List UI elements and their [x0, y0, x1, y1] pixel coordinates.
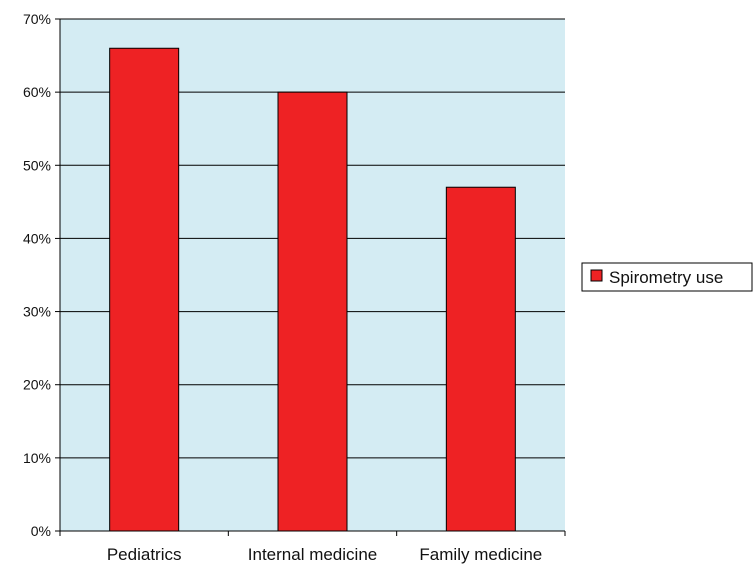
axes: [55, 18, 566, 536]
bar: [109, 47, 180, 532]
bar: [445, 186, 516, 532]
legend: Spirometry use: [581, 262, 753, 292]
x-tick-label: Internal medicine: [248, 545, 377, 564]
legend-border: [581, 262, 753, 292]
y-tick-label: 0%: [31, 523, 51, 539]
y-tick-label: 40%: [23, 230, 51, 246]
x-tick-labels: Pediatrics Internal medicine Family medici…: [107, 545, 542, 564]
y-tick-label: 10%: [23, 450, 51, 466]
y-tick-label: 60%: [23, 84, 51, 100]
y-tick-label: 50%: [23, 157, 51, 173]
x-tick-label: Pediatrics: [107, 545, 182, 564]
y-tick-label: 30%: [23, 304, 51, 320]
y-tick-label: 20%: [23, 377, 51, 393]
bar: [277, 91, 348, 532]
x-tick-label: Family medicine: [419, 545, 542, 564]
legend-label: Spirometry use: [609, 268, 723, 287]
y-tick-label: 70%: [23, 11, 51, 27]
y-tick-labels: 0% 10% 20% 30% 40% 50% 60% 70%: [23, 11, 51, 539]
legend-swatch: [590, 269, 603, 282]
